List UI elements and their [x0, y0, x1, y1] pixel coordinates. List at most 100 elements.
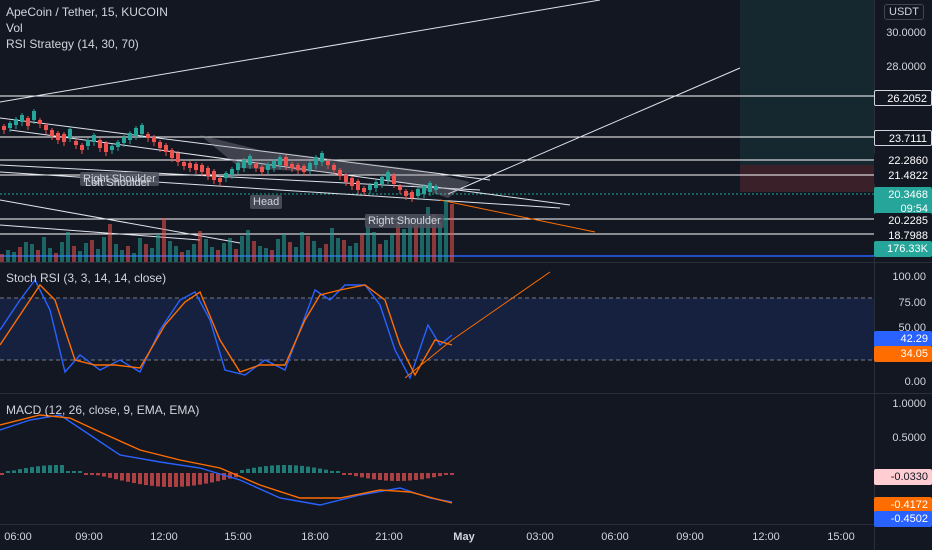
volume-bar: [174, 246, 178, 262]
candle-body: [242, 160, 246, 168]
candle-body: [50, 130, 54, 136]
currency-badge[interactable]: USDT: [884, 4, 924, 20]
macd-hist-bar: [360, 473, 364, 478]
macd-hist-bar: [264, 466, 268, 473]
volume-bar: [330, 228, 334, 262]
macd-hist-bar: [24, 468, 28, 473]
volume-bar: [138, 238, 142, 262]
candle-body: [434, 186, 438, 190]
macd-hist-bar: [342, 473, 346, 475]
pattern-label-right-shoulder-ghost[interactable]: Right Shoulder: [80, 172, 159, 186]
volume-bar: [54, 253, 58, 262]
macd-hist-bar: [276, 465, 280, 473]
volume-bar: [114, 244, 118, 262]
volume-bar: [246, 230, 250, 262]
signal-line: [0, 414, 453, 504]
volume-bar: [252, 241, 256, 262]
volume-bar: [162, 218, 166, 262]
level-label: 22.2860: [874, 153, 932, 169]
volume-bar: [414, 224, 418, 262]
stoch-axis-label: 0.00: [904, 376, 926, 388]
macd-hist-bar: [192, 473, 196, 486]
macd-hist-bar: [90, 473, 94, 475]
macd-hist-bar: [180, 473, 184, 487]
candle-body: [308, 163, 312, 170]
candle-body: [398, 186, 402, 190]
candle-body: [200, 165, 204, 172]
macd-hist-bar: [396, 473, 400, 481]
macd-axis-label: 0.5000: [892, 432, 926, 444]
candle-body: [392, 175, 396, 184]
volume-bar: [354, 243, 358, 262]
volume-bar: [276, 239, 280, 262]
volume-bar: [36, 250, 40, 262]
volume-bar: [396, 222, 400, 262]
pane-separator-1[interactable]: [0, 262, 932, 263]
volume-bar: [198, 231, 202, 262]
candle-body: [272, 161, 276, 168]
symbol-title[interactable]: ApeCoin / Tether, 15, KUCOIN: [6, 5, 168, 19]
macd-hist-bar: [6, 471, 10, 473]
macd-hist-bar: [132, 473, 136, 484]
volume-bar: [72, 246, 76, 262]
macd-hist-bar: [336, 471, 340, 473]
pane-separator-3: [0, 524, 932, 525]
volume-bar: [144, 244, 148, 262]
macd-hist-bar: [114, 473, 118, 480]
candle-body: [14, 119, 18, 125]
candle-body: [122, 137, 126, 143]
volume-bar: [408, 217, 412, 262]
macd-hist-bar: [198, 473, 202, 485]
macd-legend[interactable]: MACD (12, 26, close, 9, EMA, EMA): [6, 403, 200, 417]
volume-bar: [180, 252, 184, 262]
candle-body: [260, 167, 264, 172]
macd-hist-bar: [318, 468, 322, 473]
vol-legend[interactable]: Vol: [6, 21, 23, 35]
macd-hist-bar: [348, 473, 352, 475]
volume-bar: [42, 237, 46, 262]
macd-hist-bar: [222, 473, 226, 480]
candle-body: [158, 142, 162, 148]
stoch-rsi-legend[interactable]: Stoch RSI (3, 3, 14, 14, close): [6, 271, 167, 285]
macd-hist-bar: [204, 473, 208, 484]
pane-separator-2[interactable]: [0, 393, 932, 394]
macd-hist-bar: [306, 466, 310, 473]
volume-bar: [120, 250, 124, 262]
macd-hist-bar: [402, 473, 406, 481]
level-label: 20.2285: [874, 213, 932, 229]
macd-hist-bar: [252, 467, 256, 473]
level-label: 18.7988: [874, 228, 932, 244]
stoch-d-line: [0, 283, 453, 377]
stoch-k-value: 42.29: [874, 331, 932, 347]
candle-body: [110, 146, 114, 150]
candle-body: [410, 192, 414, 198]
candle-body: [182, 162, 186, 166]
candle-body: [56, 133, 60, 140]
price-axis-border: [874, 0, 875, 550]
macd-hist-bar: [48, 465, 52, 473]
stoch-axis-label: 75.00: [898, 297, 926, 309]
macd-hist-bar: [444, 473, 448, 475]
pattern-label-head[interactable]: Head: [250, 195, 283, 209]
candle-body: [338, 170, 342, 176]
candle-body: [194, 164, 198, 170]
pattern-label-right-shoulder[interactable]: Right Shoulder: [365, 214, 444, 228]
level-label: 21.4822: [874, 168, 932, 184]
volume-bar: [258, 246, 262, 262]
pattern-label-left-shoulder[interactable]: Left Shoulder: [85, 177, 151, 189]
candle-body: [80, 145, 84, 150]
macd-line-value: -0.4502: [874, 511, 932, 527]
time-axis-label: 06:00: [601, 531, 629, 543]
macd-hist-bar: [414, 473, 418, 481]
strategy-legend[interactable]: RSI Strategy (14, 30, 70): [6, 37, 139, 51]
macd-hist-bar: [270, 465, 274, 473]
macd-hist-bar: [72, 471, 76, 473]
macd-hist-bar: [420, 473, 424, 480]
trend-line: [0, 0, 601, 103]
macd-hist-bar: [372, 473, 376, 480]
candle-body: [98, 140, 102, 148]
time-axis-label-month: May: [453, 531, 475, 543]
volume-bar: [210, 247, 214, 262]
candle-body: [230, 169, 234, 175]
